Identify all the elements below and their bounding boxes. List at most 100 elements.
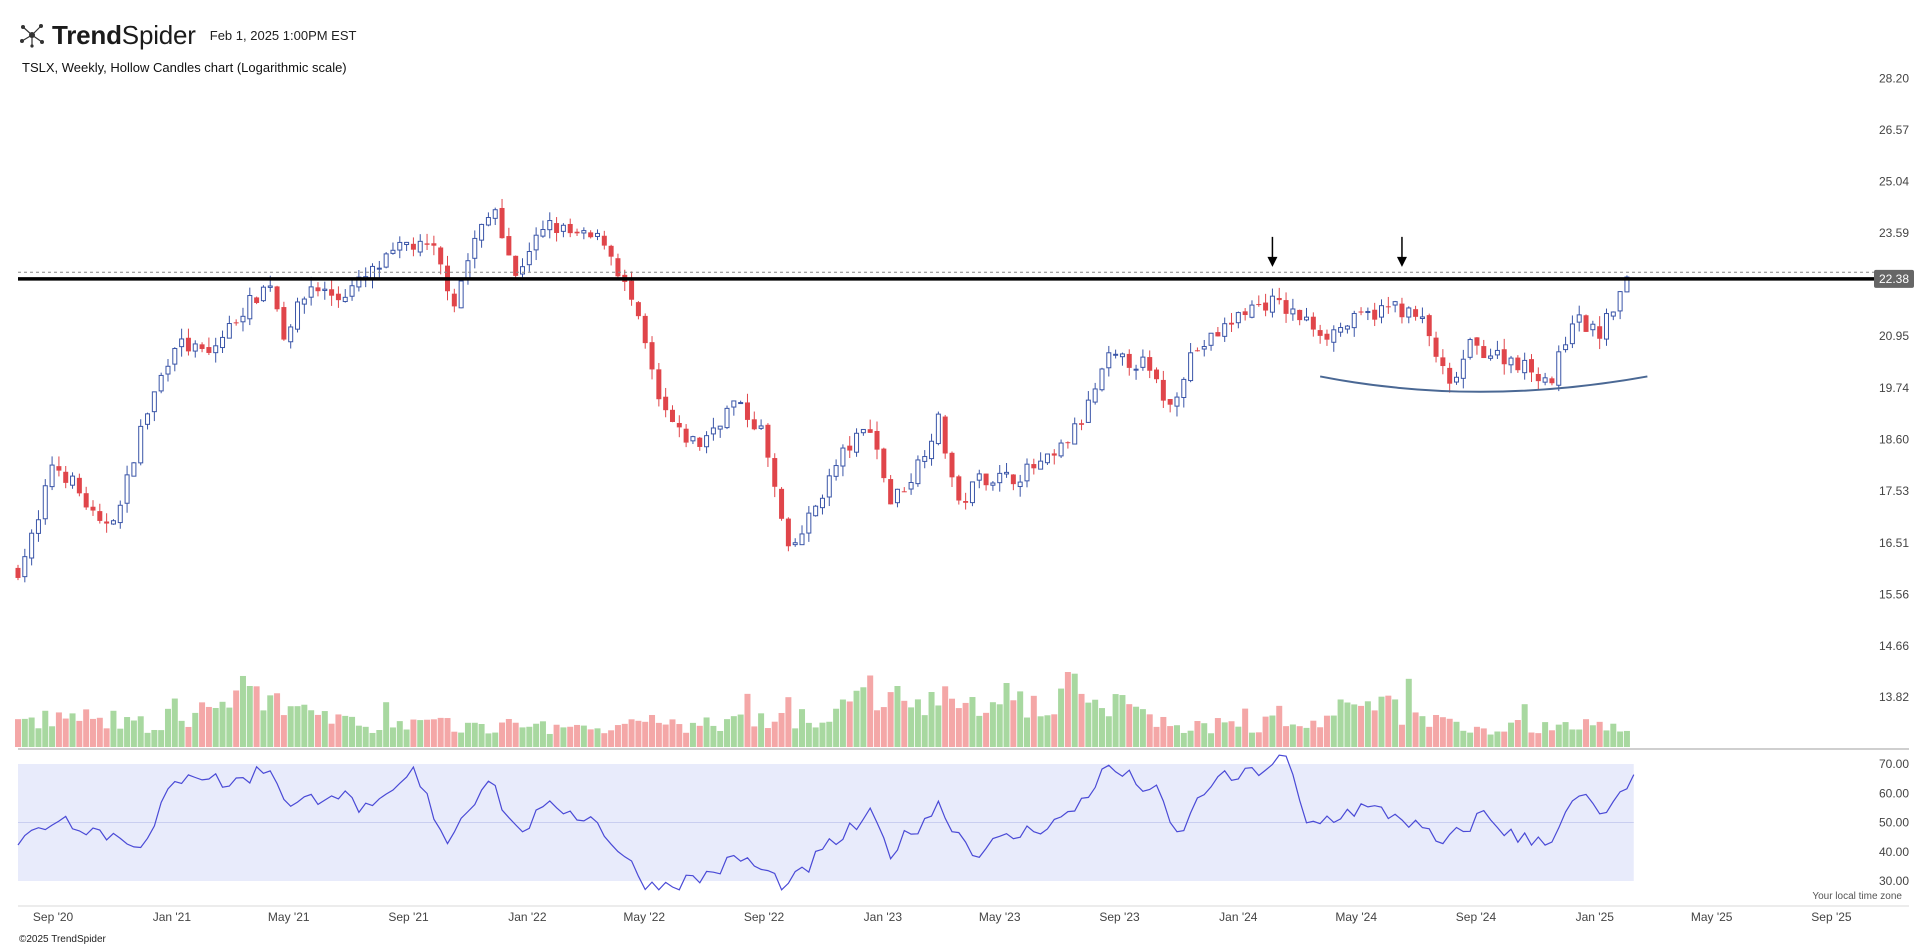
volume-bar	[805, 722, 812, 747]
volume-bar	[260, 710, 267, 747]
candle-body-up	[519, 266, 525, 275]
candle-body-up	[1044, 453, 1050, 464]
volume-bar	[758, 713, 765, 747]
candle-body-up	[1331, 329, 1337, 343]
candle-body-up	[915, 459, 921, 485]
volume-bar	[21, 718, 28, 747]
candle-body-down	[1317, 330, 1323, 336]
drawings[interactable]: 22.38	[18, 236, 1914, 393]
candle-body-up	[560, 224, 566, 232]
candle-body-up	[383, 253, 389, 268]
volume-bar	[430, 719, 437, 747]
candle-body-down	[1263, 302, 1269, 311]
candle-body-down	[1447, 367, 1453, 384]
candle-body-up	[819, 497, 825, 509]
candle-body-down	[1426, 315, 1432, 337]
candle-body-up	[267, 285, 273, 288]
volume-bar	[1010, 700, 1017, 747]
candle-body-up	[704, 435, 710, 448]
volume-bar	[464, 722, 471, 747]
candle-body-down	[1358, 311, 1364, 313]
volume-bar	[1310, 720, 1317, 747]
candle-body-up	[840, 447, 846, 467]
candle-body-up	[1290, 308, 1296, 315]
candle-body-down	[1433, 337, 1439, 357]
candle-body-down	[751, 419, 757, 430]
candle-body-up	[1351, 312, 1357, 329]
volume-bar	[669, 719, 676, 747]
volume-bar	[1385, 695, 1392, 747]
price-tick-label: 19.74	[1879, 381, 1909, 395]
candle-body-up	[288, 326, 294, 343]
volume-bar	[1208, 733, 1215, 747]
candle-body-up	[479, 223, 485, 241]
volume-bar	[1433, 714, 1440, 747]
volume-bar	[1221, 722, 1228, 747]
volume-bar	[874, 710, 881, 747]
volume-bar	[928, 692, 935, 747]
candle-body-up	[1419, 316, 1425, 319]
volume-bar	[1330, 715, 1337, 747]
time-tick-label: May '21	[268, 910, 310, 924]
volume-bar	[389, 727, 396, 747]
volume-bar	[1194, 721, 1201, 747]
volume-bar	[1017, 691, 1024, 747]
candle-body-down	[1283, 300, 1289, 314]
candle-body-down	[1126, 353, 1132, 368]
candle-body-up	[213, 345, 219, 354]
price-tick-label: 17.53	[1879, 484, 1909, 498]
volume-bar	[1473, 726, 1480, 747]
volume-bar	[778, 712, 785, 747]
candle-body-up	[247, 295, 253, 320]
candle-body-up	[1181, 378, 1187, 399]
candle-body-down	[765, 424, 771, 458]
candle-body-down	[104, 521, 110, 524]
candle-body-up	[533, 234, 539, 251]
volume-bar	[1058, 688, 1065, 747]
candle-body-up	[1617, 291, 1623, 312]
volume-bar	[424, 719, 431, 747]
volume-bar	[1623, 730, 1630, 747]
candle-body-down	[683, 428, 689, 443]
candle-body-down	[1535, 373, 1541, 382]
rsi-panel[interactable]: 70.00 60.00 50.00 40.00 30.00	[17, 754, 1909, 891]
volume-bar	[662, 724, 669, 747]
candle-body-down	[847, 445, 853, 451]
candle-body-up	[710, 427, 716, 435]
volume-bar	[1276, 705, 1283, 747]
volume-bar	[1419, 716, 1426, 747]
candle-body-up	[1201, 346, 1207, 350]
volume-bar	[437, 717, 444, 747]
volume-bar	[1364, 701, 1371, 747]
candle-body-down	[199, 344, 205, 349]
volume-bar	[451, 731, 458, 747]
candle-body-down	[1242, 311, 1248, 316]
brand-logo: TrendSpider	[52, 20, 196, 51]
volume-bar	[1371, 710, 1378, 747]
candle-body-up	[1208, 332, 1214, 346]
volume-bar	[730, 716, 737, 747]
volume-bar	[955, 708, 962, 747]
candle-body-up	[22, 556, 28, 578]
volume-bar	[1596, 721, 1603, 747]
candle-body-up	[29, 532, 35, 559]
volume-bar	[239, 675, 246, 747]
rsi-tick-label: 50.00	[1879, 816, 1909, 830]
candle-body-up	[1379, 305, 1385, 318]
volume-bar	[601, 733, 608, 747]
volume-bar	[328, 723, 335, 747]
timezone-note[interactable]: Your local time zone	[1812, 891, 1902, 902]
volume-bar	[1542, 722, 1549, 747]
volume-bar	[492, 732, 499, 747]
candle-body-down	[76, 477, 82, 494]
candle-body-down	[1385, 306, 1391, 308]
candle-body-down	[1010, 474, 1016, 485]
volume-bar	[1521, 704, 1528, 747]
volume-bar	[280, 715, 287, 747]
price-tick-label: 13.82	[1879, 690, 1909, 704]
candle-body-up	[826, 475, 832, 498]
candles[interactable]	[15, 198, 1630, 583]
price-tick-label: 18.60	[1879, 432, 1909, 446]
candle-body-down	[867, 429, 873, 433]
